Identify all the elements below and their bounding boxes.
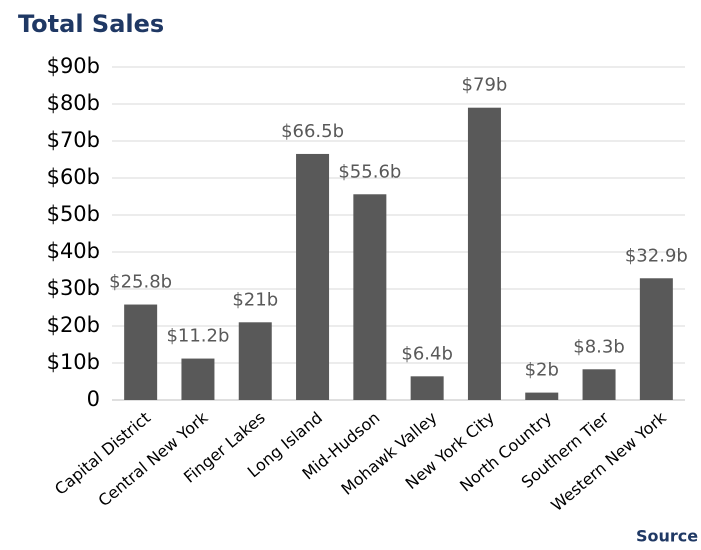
bar [582,369,616,400]
source-label: Source [636,527,698,546]
bar [181,358,215,400]
data-label: $6.4b [401,343,453,364]
bar [353,194,387,400]
chart-title: Total Sales [18,10,164,38]
bar [238,322,272,400]
data-label: $11.2b [166,326,229,347]
y-tick-label: $90b [47,54,100,78]
data-label: $55.6b [338,161,401,182]
data-label: $8.3b [573,336,625,357]
data-label: $21b [232,289,278,310]
data-label: $25.8b [109,272,172,293]
data-label: $32.9b [625,245,688,266]
y-tick-label: $70b [47,128,100,152]
y-tick-label: $60b [47,165,100,189]
x-tick-label: Capital District [51,408,154,499]
data-label: $79b [462,75,508,96]
y-tick-label: $50b [47,202,100,226]
x-tick-label: Mohawk Valley [337,408,440,499]
y-tick-label: $80b [47,91,100,115]
data-label: $66.5b [281,121,344,142]
data-label: $2b [525,360,559,381]
bar [124,304,158,400]
bar [410,376,444,400]
y-tick-label: $10b [47,350,100,374]
y-tick-label: $30b [47,276,100,300]
y-tick-label: $20b [47,313,100,337]
bar [296,153,330,400]
y-tick-label: 0 [87,387,100,411]
y-tick-label: $40b [47,239,100,263]
bar [525,392,559,400]
bar [467,107,501,400]
bar [639,278,673,400]
